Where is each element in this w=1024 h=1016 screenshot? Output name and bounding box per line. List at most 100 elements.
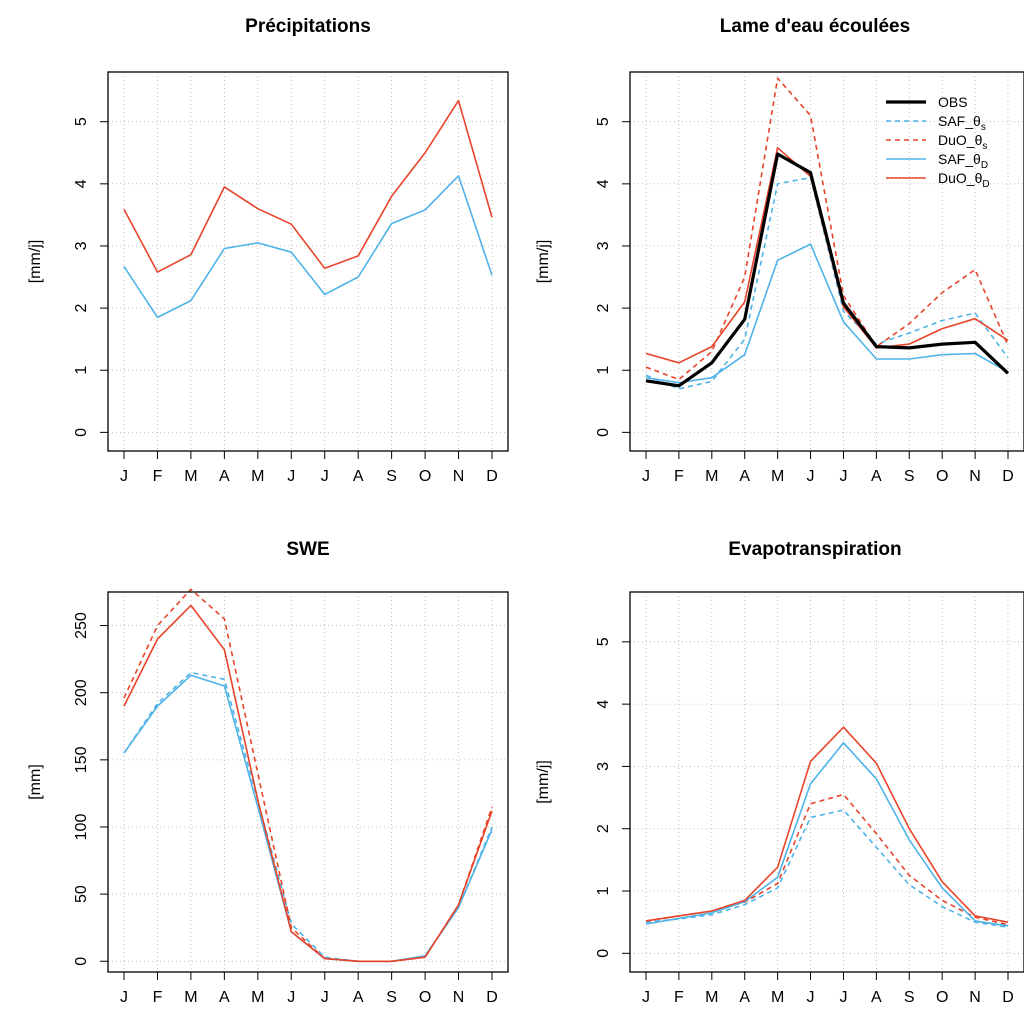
evapotranspiration-y-axis-label: [mm/j] [535, 760, 552, 804]
precipitations-x-tick-label: S [386, 468, 397, 485]
evapotranspiration-x-tick-label: N [969, 989, 981, 1006]
lame-deau-legend-label-subscript: D [981, 160, 988, 171]
lame-deau-x-tick-label: J [839, 468, 847, 485]
evapotranspiration-x-tick-label: F [674, 989, 684, 1006]
lame-deau-legend-label: OBS [938, 94, 968, 110]
lame-deau-legend-label: DuO_θD [938, 170, 990, 190]
precipitations-title: Précipitations [245, 16, 371, 37]
lame-deau-x-tick-label: D [1002, 468, 1014, 485]
lame-deau-x-tick-label: J [642, 468, 650, 485]
evapotranspiration-x-tick-label: M [705, 989, 718, 1006]
swe-x-tick-label: M [251, 989, 264, 1006]
evapotranspiration-x-tick-label: S [904, 989, 915, 1006]
lame-deau-series-obs [645, 152, 1010, 388]
precipitations-series-duo [123, 99, 493, 273]
swe-x-tick-label: D [486, 989, 498, 1006]
evapotranspiration-x-tick-label: A [739, 989, 750, 1006]
panel-lame-deau: J F M A M J J A S O N D 0 1 2 3 4 5 [mm/j] Lame d'eau écoul… [535, 16, 1024, 485]
evapotranspiration-y-tick-label: 4 [595, 700, 612, 709]
lame-deau-legend-label: DuO_θs [938, 132, 987, 152]
swe-x-tick-label: O [419, 989, 431, 1006]
swe-y-tick-label: 250 [73, 612, 90, 639]
precipitations-x-tick-label: O [419, 468, 431, 485]
precipitations-y-axis-label: [mm/j] [27, 240, 44, 284]
swe-x-tick-label: J [120, 989, 128, 1006]
evapotranspiration-x-tick-label: M [771, 989, 784, 1006]
swe-x-tick-label: J [287, 989, 295, 1006]
precipitations-x-tick-label: A [353, 468, 364, 485]
evapotranspiration-plot-frame [629, 591, 1024, 973]
swe-series-duo_s [123, 588, 493, 963]
evapotranspiration-series-saf_d [645, 741, 1009, 927]
precipitations-y-tick-label: 2 [73, 304, 90, 313]
lame-deau-y-axis-label: [mm/j] [535, 240, 552, 284]
precipitations-x-tick-label: N [453, 468, 465, 485]
precipitations-series-saf [123, 175, 493, 319]
evapotranspiration-x-tick-label: O [936, 989, 948, 1006]
lame-deau-series-saf_d [645, 243, 1009, 384]
lame-deau-y-tick-label: 4 [595, 179, 612, 188]
evapotranspiration-series-duo_s [645, 793, 1009, 926]
precipitations-y-tick-label: 5 [73, 117, 90, 126]
swe-plot-frame [107, 591, 509, 973]
evapotranspiration-x-tick-label: A [871, 989, 882, 1006]
swe-x-tick-label: N [453, 989, 465, 1006]
lame-deau-x-tick-label: M [771, 468, 784, 485]
precipitations-x-tick-label: J [287, 468, 295, 485]
lame-deau-series-saf_s [645, 176, 1009, 390]
lame-deau-y-tick-label: 5 [595, 117, 612, 126]
precipitations-y-tick-label: 0 [73, 428, 90, 437]
lame-deau-x-tick-label: O [936, 468, 948, 485]
lame-deau-x-tick-label: N [969, 468, 981, 485]
precipitations-x-tick-label: M [251, 468, 264, 485]
lame-deau-x-tick-label: M [705, 468, 718, 485]
swe-series-saf_d [123, 674, 493, 963]
swe-y-tick-label: 200 [73, 679, 90, 706]
evapotranspiration-x-tick-label: J [642, 989, 650, 1006]
evapotranspiration-y-tick-label: 0 [595, 949, 612, 958]
swe-x-tick-label: M [184, 989, 197, 1006]
lame-deau-x-tick-label: J [807, 468, 815, 485]
precipitations-x-tick-label: J [120, 468, 128, 485]
swe-y-axis-label: [mm] [27, 764, 44, 800]
lame-deau-legend-label-subscript: s [981, 122, 986, 133]
precipitations-y-tick-label: 4 [73, 179, 90, 188]
lame-deau-x-tick-label: A [871, 468, 882, 485]
swe-title: SWE [286, 539, 329, 560]
precipitations-x-tick-label: J [321, 468, 329, 485]
swe-series-duo_d [123, 604, 493, 963]
lame-deau-y-tick-label: 3 [595, 241, 612, 250]
lame-deau-title: Lame d'eau écoulées [720, 16, 910, 37]
lame-deau-legend-label-subscript: D [982, 179, 989, 190]
panel-swe: J F M A M J J A S O N D 0 50 100 150 200 250 [mm] SWE [27, 539, 509, 1006]
lame-deau-y-tick-label: 1 [595, 366, 612, 375]
lame-deau-x-tick-label: A [739, 468, 750, 485]
evapotranspiration-x-tick-label: D [1002, 989, 1014, 1006]
swe-y-tick-label: 0 [73, 957, 90, 966]
evapotranspiration-series-duo_d [645, 726, 1009, 923]
swe-x-tick-label: A [353, 989, 364, 1006]
evapotranspiration-y-tick-label: 5 [595, 637, 612, 646]
lame-deau-y-tick-label: 0 [595, 428, 612, 437]
lame-deau-x-tick-label: F [674, 468, 684, 485]
precipitations-x-tick-label: D [486, 468, 498, 485]
swe-series-saf_s [123, 671, 493, 963]
evapotranspiration-x-tick-label: J [839, 989, 847, 1006]
precipitations-x-tick-label: F [153, 468, 163, 485]
swe-x-tick-label: F [153, 989, 163, 1006]
swe-y-tick-label: 50 [73, 885, 90, 903]
precipitations-plot-frame [107, 71, 509, 452]
lame-deau-legend-label: SAF_θD [938, 151, 988, 171]
lame-deau-legend-label-subscript: s [982, 141, 987, 152]
precipitations-y-tick-label: 3 [73, 241, 90, 250]
evapotranspiration-y-tick-label: 3 [595, 762, 612, 771]
evapotranspiration-title: Evapotranspiration [728, 539, 901, 560]
swe-y-tick-label: 150 [73, 746, 90, 773]
lame-deau-y-tick-label: 2 [595, 304, 612, 313]
precipitations-y-tick-label: 1 [73, 366, 90, 375]
lame-deau-plot-frame [629, 71, 1024, 452]
evapotranspiration-y-tick-label: 2 [595, 824, 612, 833]
panel-precipitations: J F M A M J J A S O N D 0 1 2 3 4 5 [mm/j] Précipitations [27, 16, 509, 485]
swe-x-tick-label: S [386, 989, 397, 1006]
